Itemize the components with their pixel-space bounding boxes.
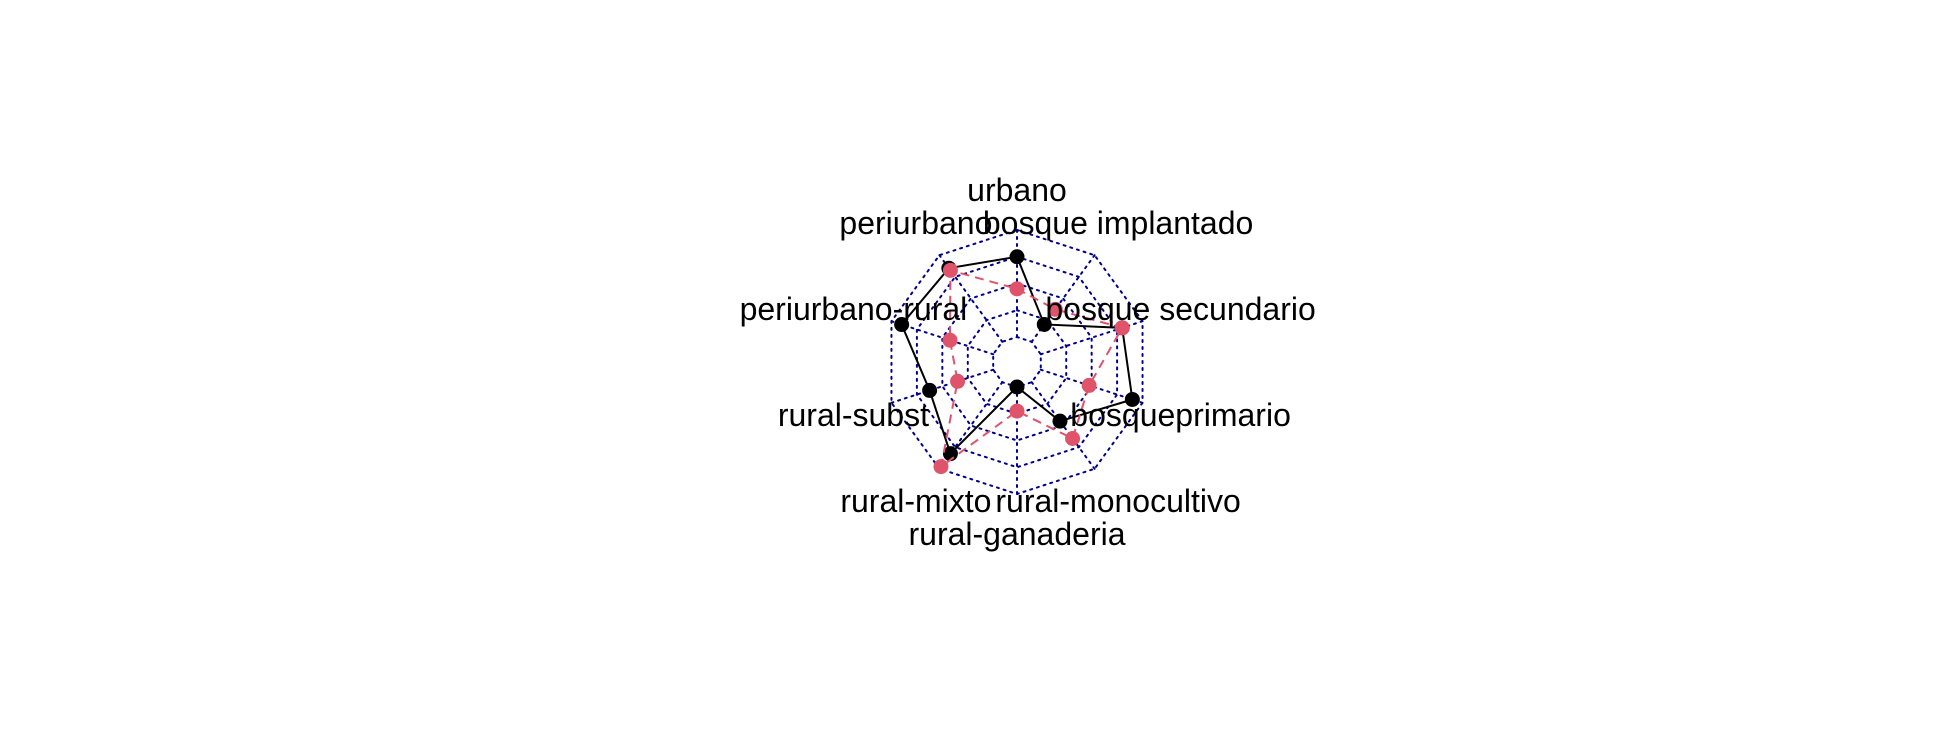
series-1-point-6 [933, 459, 949, 475]
series-0-point-3 [1124, 391, 1140, 407]
series-0-point-6 [942, 446, 958, 462]
axis-label-0: urbano [967, 172, 1067, 208]
series-1-point-5 [1009, 403, 1025, 419]
axis-label-6: rural-mixto [840, 483, 991, 519]
series-0-point-1 [1036, 316, 1052, 332]
axis-label-4: rural-monocultivo [995, 483, 1240, 519]
series-1-point-7 [950, 373, 966, 389]
series-1-line [939, 269, 1124, 469]
series-0-point-8 [894, 317, 910, 333]
axis-label-1: bosque implantado [983, 205, 1253, 241]
series-1-point-2 [1114, 320, 1130, 336]
axis-label-2: bosque secundario [1045, 291, 1315, 327]
grid-ring-4 [890, 228, 1144, 496]
axis-label-3: bosqueprimario [1070, 397, 1291, 433]
grid-ring-1 [966, 309, 1068, 415]
radar-grid [890, 228, 1144, 496]
series-1-point-0 [1009, 281, 1025, 297]
series-0-point-4 [1052, 413, 1068, 429]
axis-label-5: rural-ganaderia [908, 516, 1125, 552]
series-0-point-5 [1009, 379, 1025, 395]
radar-series [894, 249, 1140, 475]
axis-label-9: periurbano [839, 205, 992, 241]
series-1-point-8 [942, 332, 958, 348]
series-1-point-1 [1047, 301, 1063, 317]
series-1-point-9 [942, 262, 958, 278]
axis-label-7: rural-subst [778, 397, 929, 433]
series-1-point-4 [1065, 430, 1081, 446]
series-0-point-0 [1009, 249, 1025, 265]
series-0-point-7 [922, 382, 938, 398]
series-1-point-3 [1081, 377, 1097, 393]
axis-label-8: periurbano-rural [740, 291, 968, 327]
